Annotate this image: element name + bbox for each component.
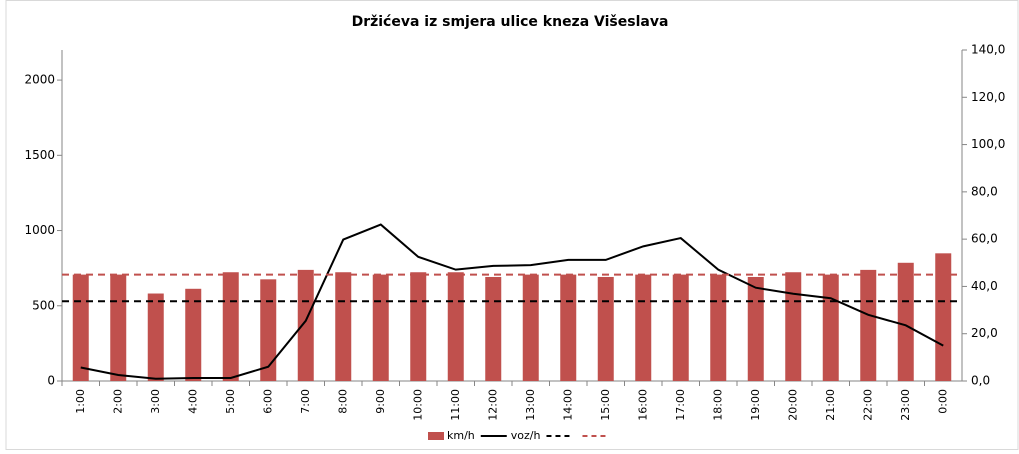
x-tick-label: 7:00 [299, 389, 312, 414]
bar [935, 253, 952, 381]
bar [410, 272, 427, 381]
x-tick-label: 14:00 [561, 389, 574, 421]
bar [597, 276, 614, 381]
x-tick-label: 12:00 [486, 389, 499, 421]
x-tick-label: 3:00 [149, 389, 162, 414]
bar [147, 293, 164, 381]
bar [485, 276, 502, 381]
bar [635, 274, 652, 381]
bar [822, 274, 839, 381]
x-tick-label: 2:00 [111, 389, 124, 414]
x-tick-label: 21:00 [824, 389, 837, 421]
legend-label: voz/h [511, 429, 541, 442]
y2-tick-label: 0,0 [971, 374, 990, 388]
x-tick-label: 15:00 [599, 389, 612, 421]
y-tick-label: 500 [32, 298, 55, 312]
x-tick-label: 13:00 [524, 389, 537, 421]
x-tick-label: 17:00 [674, 389, 687, 421]
bar [260, 279, 277, 381]
legend-label: km/h [447, 429, 475, 442]
bar [297, 269, 314, 381]
x-tick-label: 10:00 [411, 389, 424, 421]
x-tick-label: 8:00 [336, 389, 349, 414]
x-tick-label: 1:00 [74, 389, 87, 414]
y2-tick-label: 80,0 [971, 184, 998, 198]
y-tick-label: 1000 [24, 223, 55, 237]
bar [110, 274, 127, 381]
bar [185, 288, 202, 381]
bar [447, 272, 464, 381]
y2-tick-label: 40,0 [971, 279, 998, 293]
bar [335, 272, 352, 381]
bar [897, 262, 914, 381]
line [80, 223, 944, 380]
y2-tick-label: 60,0 [971, 232, 998, 246]
x-tick-label: 16:00 [636, 389, 649, 421]
y-tick-label: 2000 [24, 73, 55, 87]
x-tick-label: 9:00 [374, 389, 387, 414]
bar [785, 272, 802, 381]
y2-tick-label: 100,0 [971, 137, 1005, 151]
bar [672, 274, 689, 381]
x-tick-label: 4:00 [186, 389, 199, 414]
bar [860, 269, 877, 381]
y2-tick-label: 20,0 [971, 326, 998, 340]
x-tick-label: 23:00 [899, 389, 912, 421]
bar [710, 274, 727, 381]
y-tick-label: 0 [47, 374, 55, 388]
bar [522, 274, 539, 381]
x-tick-label: 5:00 [224, 389, 237, 414]
bar [72, 274, 89, 381]
x-tick-label: 0:00 [936, 389, 949, 414]
y-tick-label: 1500 [24, 148, 55, 162]
legend-swatch [428, 432, 444, 440]
bar [747, 276, 764, 381]
chart-title: Držićeva iz smjera ulice kneza Višeslava [352, 14, 669, 30]
bar [560, 274, 577, 381]
x-tick-label: 18:00 [711, 389, 724, 421]
x-tick-label: 19:00 [749, 389, 762, 421]
x-tick-label: 11:00 [449, 389, 462, 421]
y2-tick-label: 140,0 [971, 43, 1005, 57]
bar [222, 272, 239, 381]
y2-tick-label: 120,0 [971, 90, 1005, 104]
x-tick-label: 22:00 [861, 389, 874, 421]
bar [372, 274, 389, 381]
x-tick-label: 6:00 [261, 389, 274, 414]
x-tick-label: 20:00 [786, 389, 799, 421]
